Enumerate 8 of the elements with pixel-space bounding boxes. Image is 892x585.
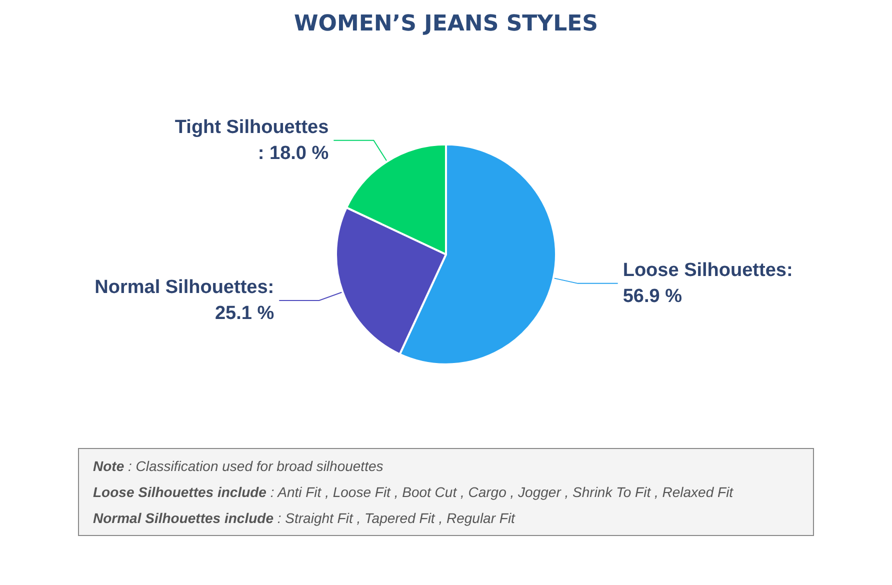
text: Normal Silhouettes include : Straight Fit , Tapered Fit , Regular Fit [93, 509, 516, 528]
data-label: : 18.0 % [258, 142, 329, 164]
slice-label: Loose Silhouettes: 56.9 % [622, 260, 793, 307]
slice-label: Normal Silhouettes: 25.1 % [94, 277, 274, 324]
text: Loose Silhouettes include : Anti Fit , Loose Fit , Boot Cut , Cargo , Jogger , Shrink To Fit , Relaxed Fit [93, 483, 734, 502]
text: Note : Classification used for broad silhouettes [93, 457, 384, 476]
chart-title: WOMEN’S JEANS STYLES [294, 12, 598, 36]
slice-label: Tight Silhouettes [174, 116, 329, 138]
